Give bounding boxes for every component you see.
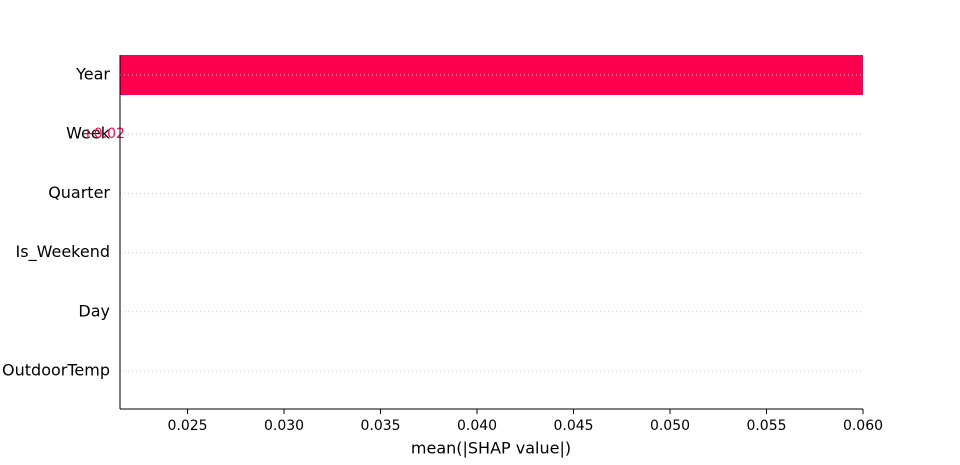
x-tick-label: 0.035 bbox=[360, 418, 400, 434]
x-tick-label: 0.025 bbox=[167, 418, 207, 434]
x-axis-label: mean(|SHAP value|) bbox=[411, 439, 571, 458]
y-tick-label: Day bbox=[78, 301, 110, 320]
plot-area bbox=[120, 55, 863, 95]
y-tick-label: Is_Weekend bbox=[16, 242, 110, 262]
x-tick-label: 0.030 bbox=[264, 418, 304, 434]
bar bbox=[120, 55, 863, 95]
value-label: +0.02 bbox=[82, 126, 125, 142]
y-tick-label: Quarter bbox=[48, 183, 110, 202]
x-tick-label: 0.060 bbox=[843, 418, 883, 434]
y-tick-label: Year bbox=[75, 65, 110, 84]
x-tick-label: 0.055 bbox=[746, 418, 786, 434]
x-tick-label: 0.040 bbox=[457, 418, 497, 434]
y-tick-label: Week bbox=[66, 124, 111, 143]
x-tick-label: 0.045 bbox=[553, 418, 593, 434]
y-tick-label: OutdoorTemp bbox=[2, 361, 110, 380]
x-tick-label: 0.050 bbox=[650, 418, 690, 434]
